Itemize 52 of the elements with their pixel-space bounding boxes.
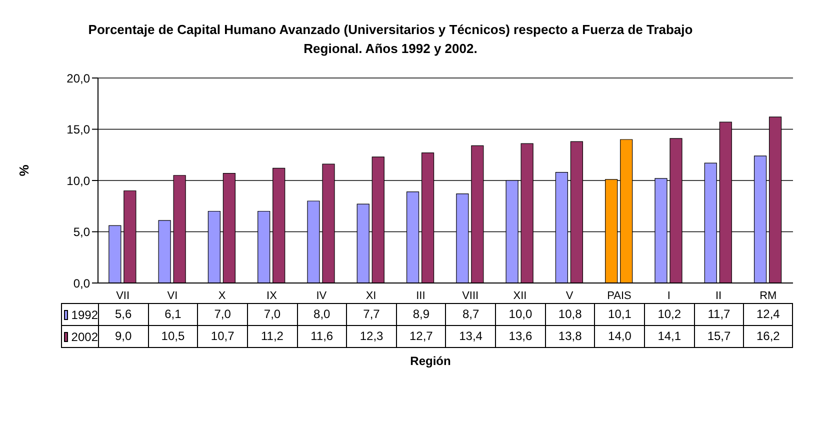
- x-tick-label: I: [667, 290, 670, 302]
- x-tick-label: XII: [513, 290, 527, 302]
- data-label: 9,0: [98, 326, 148, 347]
- data-label: 15,7: [694, 326, 744, 347]
- data-label: 7,0: [197, 304, 247, 325]
- legend-label: 2002: [71, 330, 98, 344]
- data-label: 6,1: [148, 304, 198, 325]
- x-tick-label: III: [416, 290, 426, 302]
- x-tick-label: PAIS: [607, 290, 632, 302]
- x-tick-label: II: [715, 290, 722, 302]
- data-label: 12,4: [743, 304, 793, 325]
- data-label: 12,7: [396, 326, 446, 347]
- x-tick-label: XI: [366, 290, 376, 302]
- data-label: 7,7: [346, 304, 396, 325]
- x-tick-label: VIII: [462, 290, 479, 302]
- y-tick-label: 0,0: [73, 276, 90, 290]
- data-label: 8,7: [445, 304, 496, 325]
- data-label: 14,1: [644, 326, 694, 347]
- x-tick-label: IV: [316, 290, 328, 302]
- data-label: 10,7: [197, 326, 247, 347]
- x-tick-label: VI: [167, 290, 178, 302]
- data-label: 8,0: [296, 304, 346, 325]
- data-label: 16,2: [743, 326, 793, 347]
- x-tick-label: IX: [266, 290, 278, 302]
- y-tick-label: 15,0: [66, 122, 90, 137]
- data-label: 10,8: [544, 304, 594, 325]
- data-label: 12,3: [346, 326, 396, 347]
- data-label: 13,4: [445, 326, 496, 347]
- data-label: 5,6: [98, 304, 148, 325]
- y-tick-label: 20,0: [66, 71, 90, 86]
- data-label: 11,6: [296, 326, 346, 347]
- x-axis-title: Región: [409, 354, 452, 368]
- data-label: 13,8: [544, 326, 594, 347]
- x-tick-label: VII: [116, 290, 130, 302]
- data-label: 11,2: [246, 326, 297, 347]
- data-label: 11,7: [694, 304, 744, 325]
- x-tick-label: RM: [760, 290, 777, 302]
- legend-label: 1992: [71, 308, 98, 322]
- data-label: 7,0: [246, 304, 297, 325]
- data-label: 13,6: [495, 326, 545, 347]
- chart-title: Porcentaje de Capital Humano Avanzado (Universitarios y Técnicos) respecto a Fuerza de Trabajo Regional. Años 1992 y 2002.: [87, 21, 694, 58]
- data-label: 10,5: [148, 326, 198, 347]
- x-tick-label: X: [218, 290, 226, 302]
- data-label: 8,9: [396, 304, 446, 325]
- x-tick-label: V: [566, 290, 574, 302]
- y-tick-label: 5,0: [73, 225, 90, 240]
- y-tick-label: 10,0: [66, 174, 90, 188]
- data-label: 14,0: [594, 326, 644, 347]
- data-label: 10,1: [594, 304, 644, 325]
- data-label: 10,0: [495, 304, 545, 325]
- data-label: 10,2: [644, 304, 694, 325]
- y-axis-title: %: [16, 164, 32, 176]
